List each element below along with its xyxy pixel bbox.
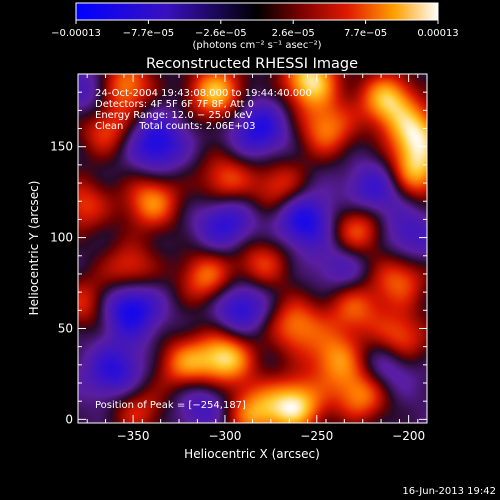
peak-position-label: Position of Peak = [−254,187] xyxy=(95,400,246,411)
y-tick-label: 150 xyxy=(50,140,73,154)
y-tick-label: 0 xyxy=(65,412,73,426)
y-axis: 0 50 100 150 xyxy=(50,91,427,426)
observation-info: 24-Oct-2004 19:43:08.000 to 19:44:40.000… xyxy=(95,88,312,132)
colorbar-unit: (photons cm⁻² s⁻¹ asec⁻²) xyxy=(192,40,321,51)
y-axis-label: Heliocentric Y (arcsec) xyxy=(27,181,41,316)
y-tick-label: 50 xyxy=(58,321,73,335)
colorbar-tick-label: 0.00013 xyxy=(417,28,458,39)
info-detectors: Detectors: 4F 5F 6F 7F 8F, Att 0 xyxy=(95,99,254,110)
colorbar-tick-label: 7.7e−05 xyxy=(344,28,387,39)
info-time-range: 24-Oct-2004 19:43:08.000 to 19:44:40.000 xyxy=(95,88,312,99)
colorbar-tick-label: −7.7e−05 xyxy=(123,28,175,39)
x-tick-label: −250 xyxy=(300,429,333,443)
colorbar-tick-label: 2.6e−05 xyxy=(272,28,315,39)
chart-title: Reconstructed RHESSI Image xyxy=(146,56,358,72)
colorbar-tick-label: −0.00013 xyxy=(51,28,101,39)
colorbar-tick-label: −2.6e−05 xyxy=(195,28,247,39)
x-axis: −350 −300 −250 −200 xyxy=(86,74,425,443)
colorbar-ticks: −0.00013 −7.7e−05 −2.6e−05 2.6e−05 7.7e−05 0.… xyxy=(51,20,459,39)
colorbar-gradient xyxy=(75,2,439,21)
heatmap-image xyxy=(78,74,427,423)
footer-timestamp: 16-Jun-2013 19:42 xyxy=(402,486,496,497)
x-tick-label: −300 xyxy=(208,429,241,443)
y-tick-label: 100 xyxy=(50,231,73,245)
x-tick-label: −350 xyxy=(117,429,150,443)
x-tick-label: −200 xyxy=(392,429,425,443)
info-energy-range: Energy Range: 12.0 − 25.0 keV xyxy=(95,110,252,121)
plot-area xyxy=(78,74,427,423)
info-counts: Clean Total counts: 2.06E+03 xyxy=(95,121,255,132)
x-axis-label: Heliocentric X (arcsec) xyxy=(184,447,320,461)
colorbar: −0.00013 −7.7e−05 −2.6e−05 2.6e−05 7.7e−05 0.… xyxy=(51,2,459,51)
